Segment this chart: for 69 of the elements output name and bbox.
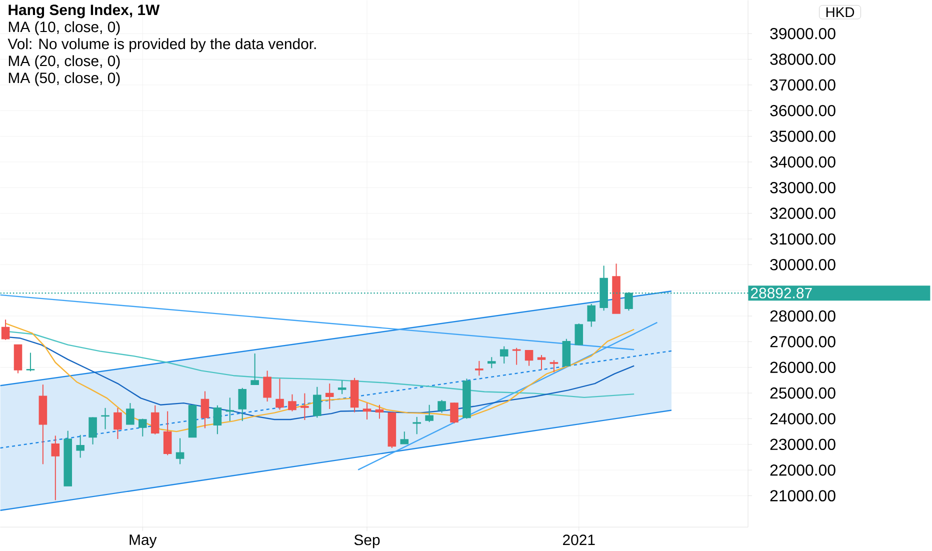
candlestick bbox=[26, 352, 35, 372]
y-tick-label: 30000.00 bbox=[770, 258, 836, 270]
y-tick-label: 34000.00 bbox=[770, 156, 836, 168]
y-tick-label: 31000.00 bbox=[770, 233, 836, 244]
chart-title: Hang Seng Index, 1W bbox=[8, 4, 160, 18]
candlestick bbox=[213, 404, 222, 434]
candlestick bbox=[537, 354, 546, 370]
candlestick bbox=[176, 438, 184, 464]
annotation: Vol: No volume is provided by the data vendor. bbox=[8, 38, 316, 52]
annotation: MA (10, close, 0) bbox=[8, 21, 120, 35]
candlestick bbox=[226, 396, 234, 422]
y-axis-title: HKD bbox=[826, 7, 854, 17]
candlestick bbox=[238, 387, 247, 422]
candlestick bbox=[138, 418, 147, 437]
candlestick bbox=[550, 359, 558, 373]
candlestick bbox=[375, 404, 384, 420]
candlestick bbox=[412, 416, 421, 434]
candlestick bbox=[88, 416, 97, 445]
candlestick bbox=[51, 434, 60, 500]
y-tick-label: 26000.00 bbox=[770, 362, 836, 373]
line-series bbox=[4, 322, 635, 432]
y-tick-label: 24000.00 bbox=[770, 412, 836, 424]
y-tick-label: 35000.00 bbox=[770, 130, 836, 142]
candlestick bbox=[1, 318, 10, 340]
candlestick bbox=[574, 322, 584, 346]
candlestick bbox=[500, 346, 508, 364]
ref-line-label: 28892.87 bbox=[750, 288, 812, 298]
candlestick bbox=[288, 394, 296, 412]
candlestick bbox=[76, 434, 84, 458]
candlestick bbox=[114, 407, 122, 440]
candlestick bbox=[587, 303, 596, 328]
candlestick bbox=[101, 407, 110, 430]
candlestick bbox=[150, 404, 160, 435]
y-tick-label: 36000.00 bbox=[770, 104, 836, 116]
candlestick bbox=[300, 392, 309, 420]
y-tick-label: 38000.00 bbox=[770, 53, 836, 65]
candlestick bbox=[524, 350, 534, 366]
candlestick bbox=[325, 382, 334, 410]
y-tick-label: 22000.00 bbox=[770, 464, 836, 476]
candlestick bbox=[400, 430, 409, 444]
candlestick bbox=[488, 356, 496, 368]
candlestick bbox=[276, 378, 284, 410]
y-tick-label: 39000.00 bbox=[770, 28, 836, 39]
x-tick-label: 2021 bbox=[563, 534, 595, 545]
y-tick-label: 23000.00 bbox=[770, 438, 836, 450]
y-tick-label: 28000.00 bbox=[770, 310, 836, 322]
candlestick bbox=[512, 347, 521, 366]
candlestick bbox=[313, 386, 322, 418]
candlestick bbox=[163, 410, 172, 456]
annotation: MA (20, close, 0) bbox=[8, 55, 120, 69]
candlestick bbox=[450, 402, 458, 424]
y-tick-label: 25000.00 bbox=[770, 387, 836, 398]
candlestick bbox=[126, 402, 134, 425]
y-tick-label: 33000.00 bbox=[770, 182, 836, 194]
y-tick-label: 21000.00 bbox=[770, 490, 836, 502]
candlestick bbox=[250, 352, 259, 385]
candlestick bbox=[263, 370, 272, 402]
candlestick bbox=[475, 360, 484, 376]
annotation: MA (50, close, 0) bbox=[8, 72, 120, 86]
y-tick-label: 37000.00 bbox=[770, 79, 836, 90]
y-tick-label: 27000.00 bbox=[770, 336, 836, 348]
x-tick-label: Sep bbox=[354, 534, 380, 548]
candlestick bbox=[338, 380, 346, 394]
candlestick bbox=[438, 399, 446, 414]
candlestick bbox=[425, 404, 434, 422]
y-tick-label: 32000.00 bbox=[770, 207, 836, 219]
candlestick bbox=[200, 390, 210, 429]
candlestick bbox=[362, 402, 372, 420]
x-tick-label: May bbox=[130, 534, 157, 548]
